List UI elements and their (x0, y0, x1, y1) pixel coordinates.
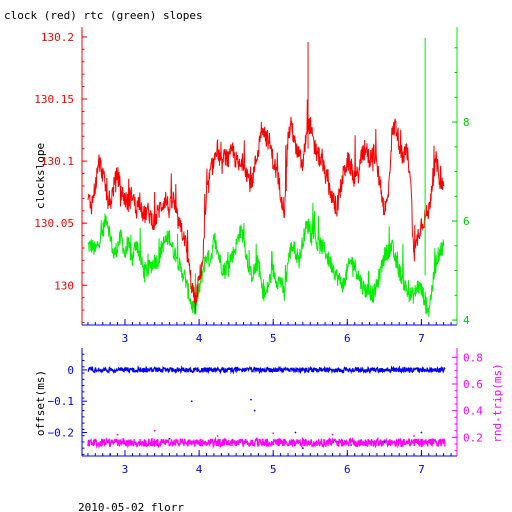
y-tick-label: 130.15 (34, 93, 74, 106)
x-tick-label: 6 (344, 332, 351, 345)
offset-x-tick-label: 4 (196, 463, 203, 476)
rndtrip-y-tick-label: 0.8 (463, 351, 483, 364)
rndtrip-outlier (216, 435, 219, 437)
y2-tick-label: 8 (463, 116, 470, 129)
offset-y-tick-label: −0.2 (48, 427, 75, 440)
offset-outlier (190, 400, 193, 403)
offset-outlier (350, 444, 352, 446)
offset-x-tick-label: 6 (344, 463, 351, 476)
x-tick-label: 3 (122, 332, 129, 345)
rndtrip-band (87, 436, 446, 449)
footer-label: 2010-05-02 florr (78, 501, 184, 512)
offset-band (87, 365, 446, 375)
offset-outlier (420, 431, 423, 434)
series-line-clock (87, 99, 445, 314)
rndtrip-outlier (413, 435, 415, 437)
rndtrip-y-tick-label: 0.2 (463, 431, 483, 444)
offset-outlier (383, 441, 386, 443)
y-tick-label: 130.2 (41, 31, 74, 44)
y-tick-label: 130.1 (41, 155, 74, 168)
y-tick-label: 130 (54, 279, 74, 292)
rndtrip-outlier (331, 433, 334, 436)
x-tick-label: 7 (418, 332, 425, 345)
offset-x-tick-label: 5 (270, 463, 277, 476)
offset-outlier (250, 398, 252, 401)
offset-outlier (294, 431, 297, 434)
rndtrip-y-tick-label: 0.6 (463, 378, 483, 391)
rndtrip-y-tick-label: 0.4 (463, 405, 483, 418)
rndtrip-outlier (272, 432, 275, 435)
offset-x-tick-label: 7 (418, 463, 425, 476)
offset-axis-label: offset(ms) (34, 370, 47, 436)
offset-y-tick-label: 0 (67, 364, 74, 377)
y2-tick-label: 6 (463, 215, 470, 228)
rndtrip-outlier (116, 433, 119, 436)
rndtrip-outlier (153, 429, 156, 432)
y-axis-label: clockslope (34, 143, 47, 209)
chart-title: clock (red) rtc (green) slopes (4, 9, 203, 22)
offset-outlier (253, 409, 256, 412)
x-tick-label: 5 (270, 332, 277, 345)
rndtrip-axis-label: rnd-trip(ms) (491, 363, 504, 442)
series-line-rtc (87, 202, 445, 317)
y-tick-label: 130.05 (34, 217, 74, 230)
offset-outlier (301, 447, 304, 450)
y2-tick-label: 4 (463, 314, 470, 327)
offset-x-tick-label: 3 (122, 463, 129, 476)
x-tick-label: 4 (196, 332, 203, 345)
offset-y-tick-label: −0.1 (48, 395, 75, 408)
offset-outlier (109, 453, 112, 456)
offset-outlier (168, 437, 171, 440)
